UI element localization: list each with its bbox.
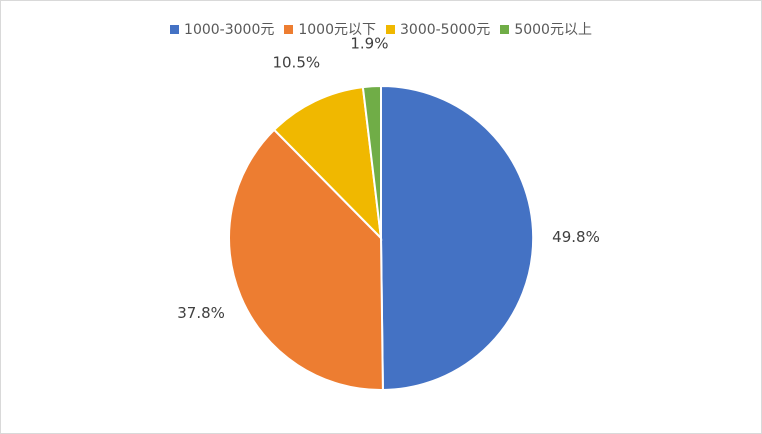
data-label: 49.8% xyxy=(552,228,600,246)
legend-label: 1000元以下 xyxy=(298,22,376,38)
legend-swatch xyxy=(386,24,395,34)
slice-1000-3000 xyxy=(380,84,535,392)
data-label: 10.5% xyxy=(272,53,320,71)
slice-below-1000 xyxy=(228,128,384,391)
legend-item-below-1000: 1000元以下 xyxy=(284,19,376,39)
legend-label: 1000-3000元 xyxy=(184,22,275,38)
legend-label: 5000元以上 xyxy=(514,22,592,38)
legend-item-1000-3000: 1000-3000元 xyxy=(170,19,274,39)
legend-swatch xyxy=(170,24,180,34)
legend-label: 3000-5000元 xyxy=(400,22,491,38)
legend-item-3000-5000: 3000-5000元 xyxy=(386,19,490,39)
data-label: 37.8% xyxy=(177,304,225,322)
slice-3000-5000 xyxy=(272,85,383,241)
legend-item-above-5000: 5000元以上 xyxy=(500,19,592,39)
legend-swatch xyxy=(284,24,294,34)
chart-legend: 1000-3000元 1000元以下 3000-5000元 5000元以上 xyxy=(1,19,761,39)
slice-above-5000 xyxy=(361,84,382,239)
data-label: 1.9% xyxy=(350,34,388,52)
legend-swatch xyxy=(500,24,510,34)
